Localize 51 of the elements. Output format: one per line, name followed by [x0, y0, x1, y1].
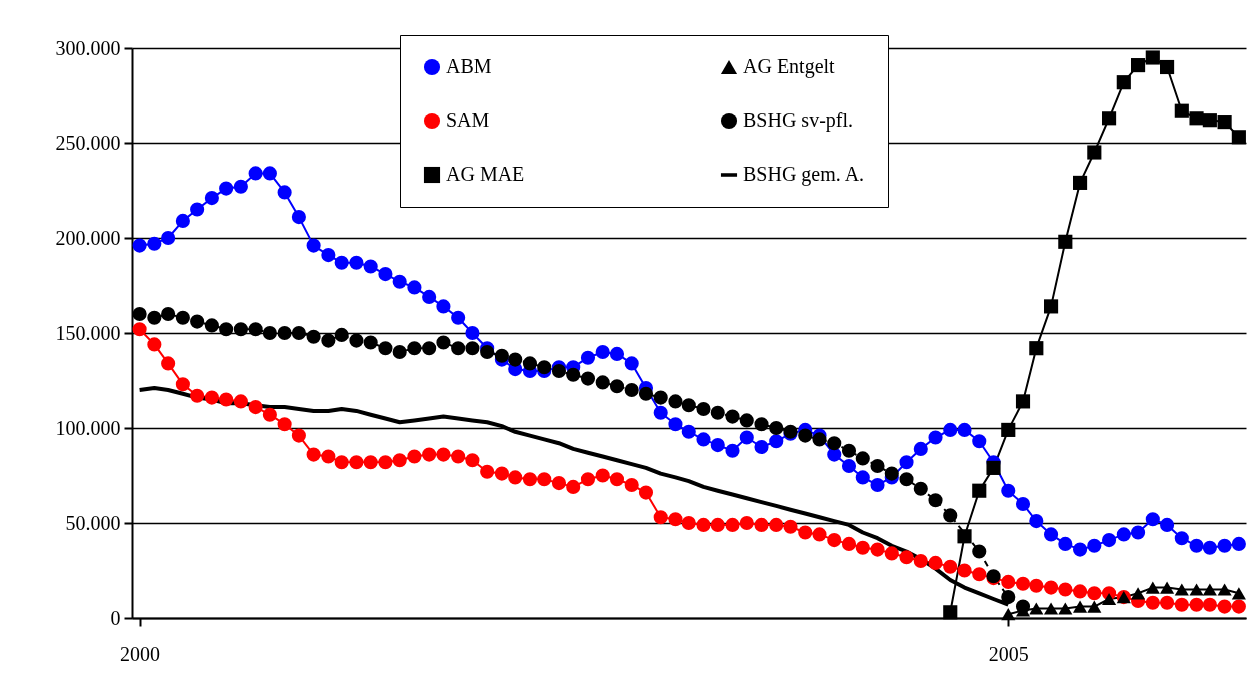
point [1058, 602, 1073, 615]
point [1174, 583, 1189, 596]
point [1001, 608, 1016, 621]
legend-label: BSHG gem. A. [743, 163, 865, 186]
point [1145, 581, 1160, 594]
point [1160, 59, 1175, 75]
point [1116, 75, 1131, 90]
legend-label: AG MAE [446, 163, 525, 185]
point [1072, 600, 1088, 613]
point [1001, 422, 1016, 437]
point [1231, 587, 1246, 600]
point [1131, 58, 1146, 73]
point [1202, 113, 1217, 128]
point [1217, 583, 1232, 596]
legend-label: ABM [446, 55, 492, 77]
point [1087, 145, 1102, 160]
point [1189, 583, 1204, 596]
y-tick-label: 300.000 [55, 36, 121, 59]
point [1029, 602, 1044, 615]
point [1058, 234, 1073, 249]
point [1029, 341, 1044, 356]
point [1189, 111, 1204, 126]
point [1160, 581, 1175, 594]
point [1087, 600, 1102, 613]
point [1015, 394, 1031, 409]
point [1043, 602, 1059, 615]
point [972, 483, 987, 498]
point [1145, 50, 1160, 65]
point [986, 460, 1001, 475]
point [1043, 299, 1059, 314]
point [1202, 583, 1217, 596]
point [1131, 587, 1146, 600]
point [1102, 111, 1117, 126]
legend-label: SAM [446, 109, 490, 131]
y-tick-label: 150.000 [55, 321, 121, 344]
point [1072, 175, 1088, 190]
x-tick-label: 2000 [120, 642, 161, 665]
y-tick-label: 50.000 [65, 511, 121, 534]
legend-label: BSHG sv-pfl. [743, 109, 854, 132]
point [943, 605, 958, 620]
point [1174, 103, 1189, 118]
point [1102, 592, 1117, 606]
y-tick-label: 200.000 [55, 226, 121, 249]
legend-label: AG Entgelt [743, 55, 836, 78]
point [1231, 130, 1246, 145]
x-tick-label: 2005 [988, 642, 1029, 665]
y-tick-label: 100.000 [55, 416, 121, 439]
point [1217, 115, 1232, 130]
point [957, 529, 972, 544]
y-tick-label: 0 [110, 606, 121, 629]
y-tick-label: 250.000 [55, 131, 121, 154]
